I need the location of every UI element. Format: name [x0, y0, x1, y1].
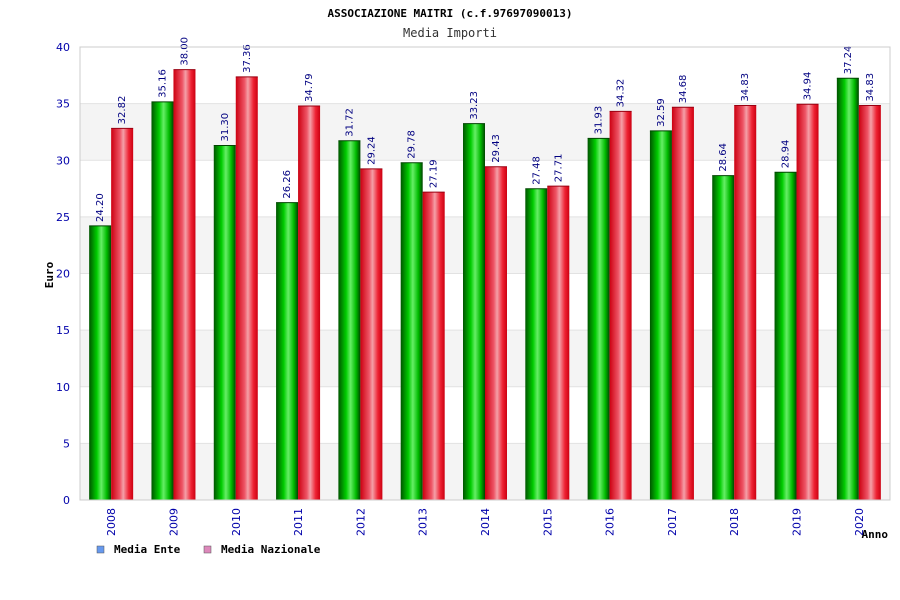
- value-label: 34.83: [865, 73, 876, 102]
- value-label: 24.20: [95, 193, 106, 222]
- bar-media-ente-2013: [400, 162, 423, 500]
- value-label: 32.59: [656, 98, 667, 127]
- chart-subtitle: Media Importi: [403, 26, 497, 40]
- y-tick-label: 25: [56, 211, 70, 224]
- legend: Media Ente Media Nazionale: [96, 543, 321, 556]
- bar-media-ente-2014: [463, 123, 485, 500]
- bar-media-nazionale-2015: [547, 186, 570, 500]
- bar-media-ente-2018: [712, 175, 735, 501]
- x-tick-label: 2016: [604, 508, 617, 536]
- bar-media-ente-2012: [338, 140, 361, 500]
- value-label: 29.24: [366, 136, 377, 165]
- y-tick-label: 40: [56, 41, 70, 54]
- x-axis-label: Anno: [862, 528, 889, 541]
- bars: [89, 69, 881, 501]
- background-band: [80, 47, 890, 104]
- bar-media-ente-2019: [774, 172, 797, 500]
- bar-media-nazionale-2018: [734, 105, 757, 501]
- legend-label-media-ente: Media Ente: [114, 543, 181, 556]
- x-tick-label: 2008: [105, 508, 118, 536]
- bar-media-nazionale-2017: [671, 107, 694, 501]
- y-axis-label: Euro: [43, 261, 56, 288]
- x-tick-label: 2018: [728, 508, 741, 536]
- bar-media-nazionale-2016: [609, 111, 632, 501]
- value-labels: 24.20 32.82 35.16 38.00 31.30 37.36 26.26 34.79…: [95, 37, 876, 222]
- y-tick-label: 20: [56, 268, 70, 281]
- value-label: 31.93: [594, 106, 605, 135]
- value-label: 27.19: [429, 159, 440, 188]
- x-tick-label: 2017: [666, 508, 679, 536]
- bar-media-nazionale-2011: [298, 106, 321, 501]
- value-label: 38.00: [179, 37, 190, 66]
- y-tick-label: 5: [63, 437, 70, 450]
- y-tick-label: 15: [56, 324, 70, 337]
- value-label: 26.26: [282, 170, 293, 199]
- value-label: 33.23: [469, 91, 480, 120]
- x-tick-label: 2011: [292, 508, 305, 536]
- x-tick-label: 2010: [230, 508, 243, 536]
- value-label: 34.94: [803, 72, 814, 101]
- value-label: 27.48: [531, 156, 542, 185]
- value-label: 37.24: [843, 46, 854, 75]
- value-label: 28.94: [781, 140, 792, 169]
- value-label: 34.79: [304, 73, 315, 102]
- x-axis-ticks: 2008 2009 2010 2011 2012 2013 2014 2015 2016 2017…: [105, 508, 866, 536]
- bar-media-nazionale-2008: [111, 128, 134, 500]
- bar-media-nazionale-2019: [796, 104, 819, 500]
- bar-media-nazionale-2020: [858, 105, 881, 501]
- chart-title: ASSOCIAZIONE MAITRI (c.f.97697090013): [327, 7, 572, 20]
- value-label: 34.83: [740, 73, 751, 102]
- value-label: 27.71: [553, 154, 564, 183]
- y-tick-label: 35: [56, 98, 70, 111]
- value-label: 34.68: [678, 75, 689, 104]
- x-tick-label: 2015: [541, 508, 554, 536]
- y-tick-label: 10: [56, 381, 70, 394]
- bar-media-ente-2008: [89, 225, 112, 500]
- y-tick-label: 0: [63, 494, 70, 507]
- value-label: 32.82: [117, 96, 128, 125]
- y-tick-label: 30: [56, 154, 70, 167]
- x-tick-label: 2019: [791, 508, 804, 536]
- value-label: 37.36: [242, 44, 253, 73]
- x-tick-label: 2009: [167, 508, 180, 536]
- value-label: 28.64: [718, 143, 729, 172]
- bar-media-ente-2015: [525, 188, 548, 500]
- x-tick-label: 2012: [354, 508, 367, 536]
- value-label: 31.72: [344, 108, 355, 137]
- x-tick-label: 2020: [853, 508, 866, 536]
- bar-media-nazionale-2009: [173, 69, 196, 501]
- legend-swatch-media-nazionale: [203, 545, 212, 554]
- value-label: 31.30: [220, 113, 231, 142]
- plot-frame: [79, 46, 891, 501]
- bar-media-nazionale-2014: [485, 166, 507, 500]
- y-axis-ticks: 0 5 10 15 20 25 30 35 40: [56, 41, 70, 507]
- bar-media-nazionale-2012: [360, 168, 383, 500]
- value-label: 29.78: [407, 130, 418, 159]
- legend-label-media-nazionale: Media Nazionale: [221, 543, 321, 556]
- bar-media-ente-2011: [276, 202, 299, 500]
- bar-media-ente-2020: [836, 78, 859, 500]
- x-tick-label: 2013: [417, 508, 430, 536]
- value-label: 34.32: [616, 79, 627, 108]
- bar-media-nazionale-2010: [235, 76, 258, 500]
- x-tick-label: 2014: [479, 508, 492, 536]
- value-label: 35.16: [157, 69, 168, 98]
- legend-swatch-media-ente: [96, 545, 105, 554]
- bar-media-nazionale-2013: [422, 192, 445, 501]
- bar-media-ente-2010: [213, 145, 236, 500]
- bar-media-ente-2017: [649, 130, 672, 500]
- value-label: 29.43: [491, 134, 502, 163]
- bar-media-ente-2009: [151, 101, 174, 501]
- bar-media-ente-2016: [587, 138, 610, 500]
